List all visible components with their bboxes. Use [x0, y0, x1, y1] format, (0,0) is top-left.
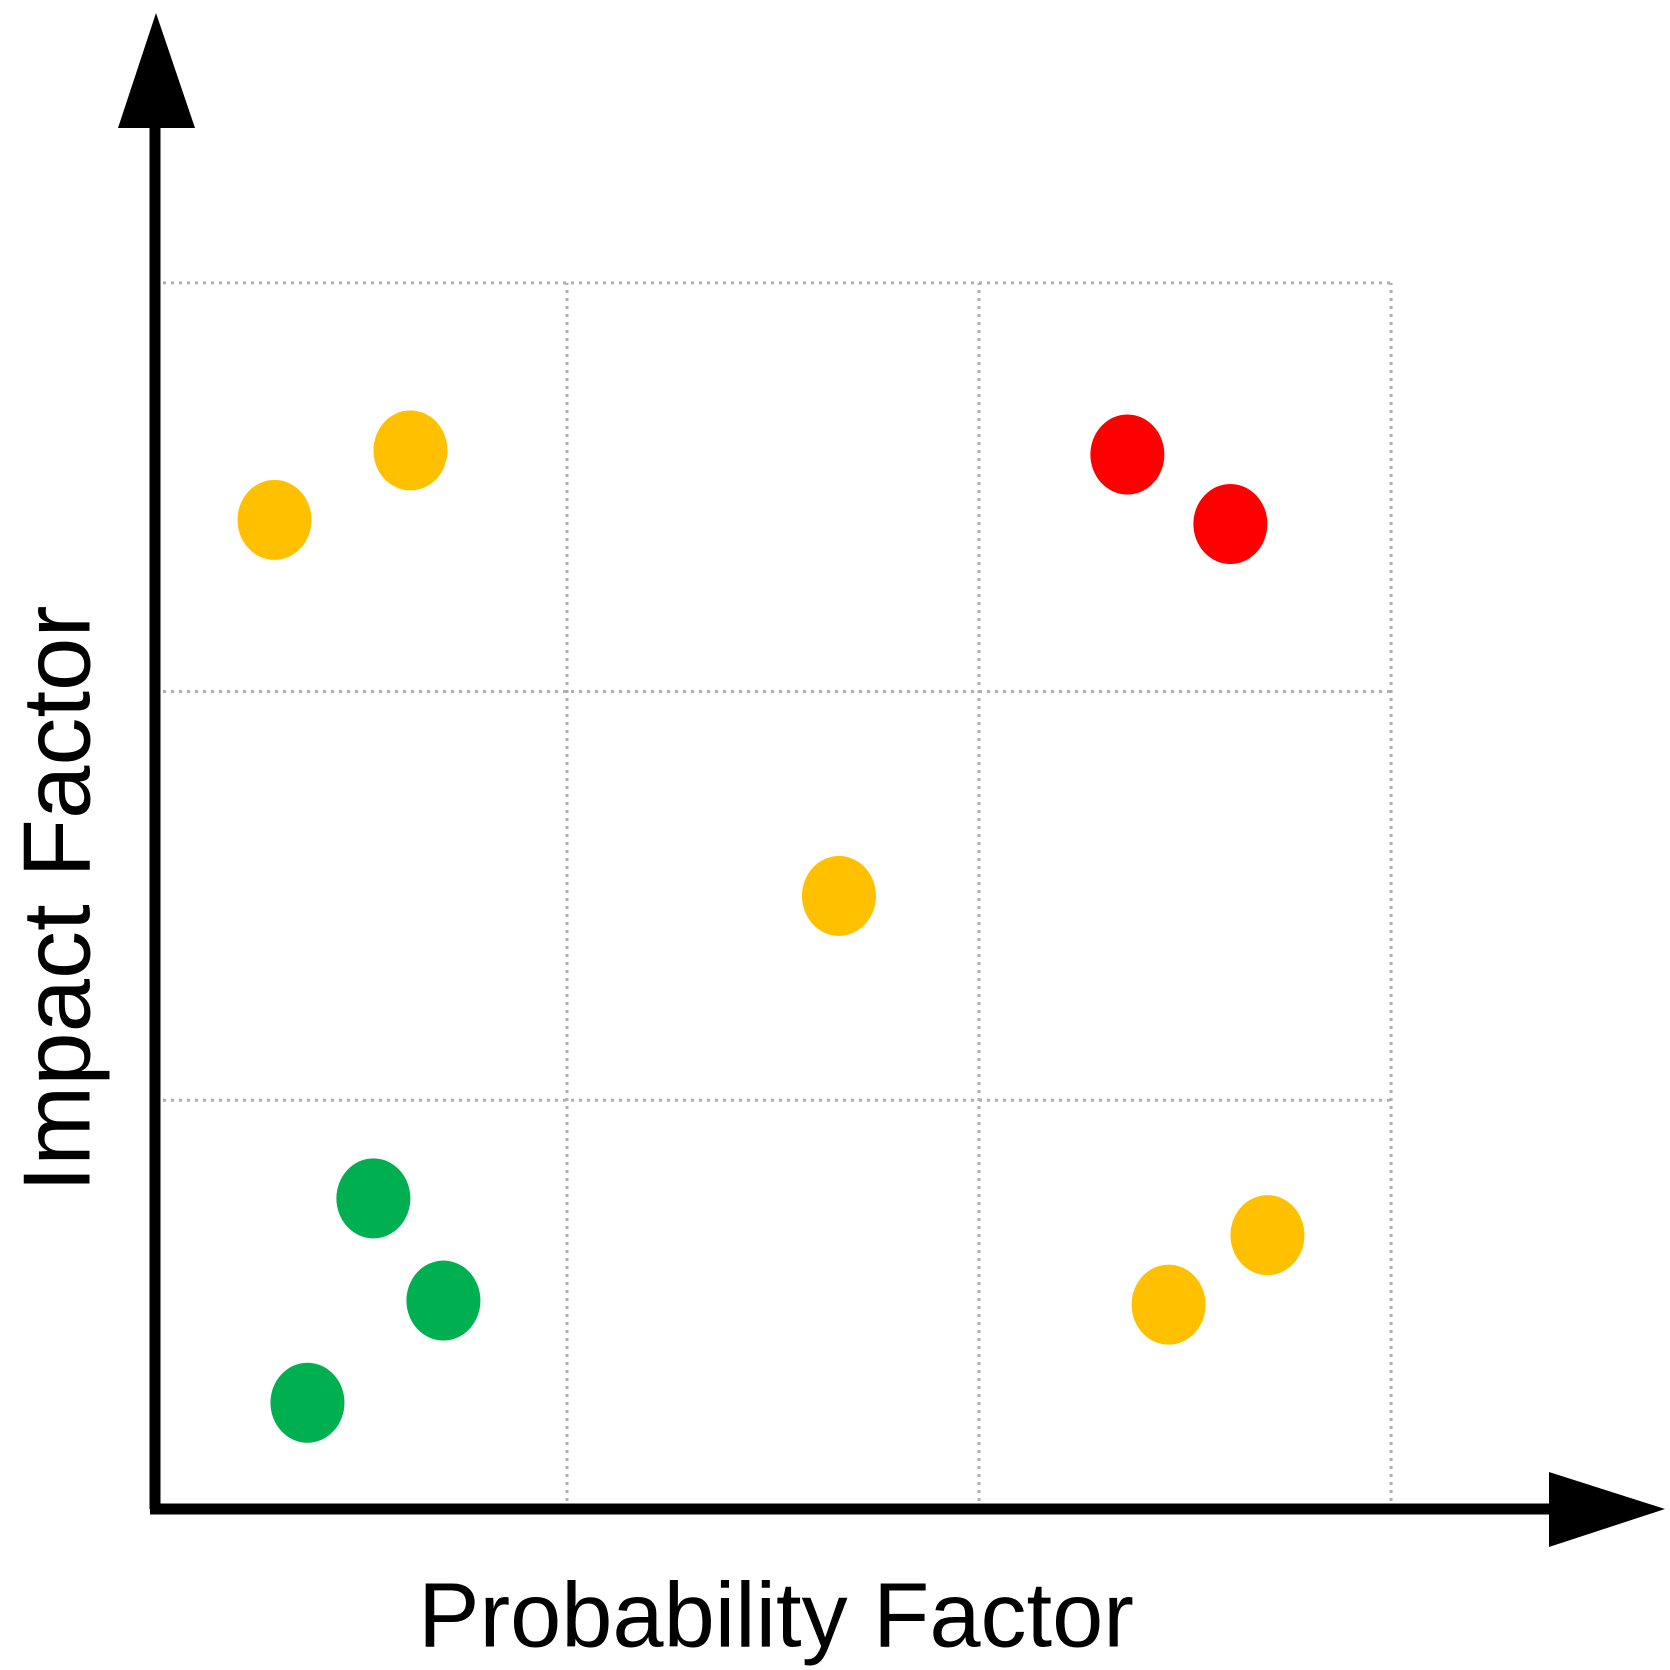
point: [801, 855, 876, 936]
x-axis-arrow: [1549, 1472, 1665, 1547]
point: [336, 1158, 411, 1239]
point: [1131, 1264, 1206, 1345]
point: [406, 1260, 481, 1341]
point: [373, 410, 448, 491]
point: [1230, 1195, 1305, 1276]
grid: [163, 281, 1393, 1509]
point: [1193, 483, 1268, 564]
points: [237, 410, 1305, 1443]
y-axis-arrow: [118, 13, 195, 128]
x-axis-label: Probability Factor: [418, 1564, 1134, 1666]
axes: [118, 13, 1665, 1547]
point: [270, 1362, 345, 1443]
point: [237, 479, 312, 560]
y-axis-label: Impact Factor: [3, 606, 110, 1193]
point: [1090, 414, 1165, 495]
